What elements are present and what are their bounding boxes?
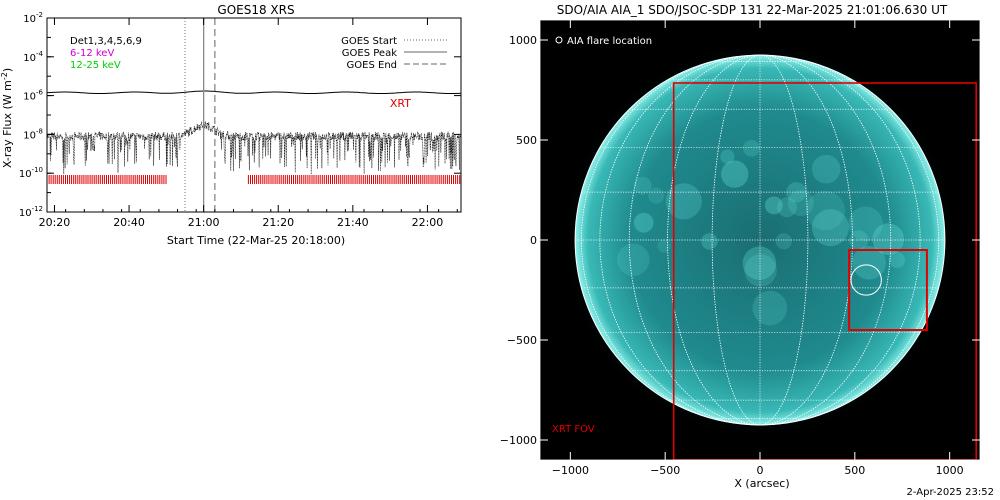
y-tick-label: 0 [530, 234, 537, 247]
footer-timestamp: 2-Apr-2025 23:52 [906, 487, 994, 498]
aia-x-axis-label: X (arcsec) [734, 477, 789, 490]
y-tick-label: −500 [507, 334, 537, 347]
xrt-coverage-label: XRT [390, 97, 411, 110]
active-region [752, 290, 788, 326]
active-region [888, 251, 906, 269]
active-region [811, 154, 841, 184]
active-region [657, 239, 671, 253]
aia-y-tick-labels: −1000 −500 0 500 1000 [500, 34, 537, 447]
active-region [633, 212, 654, 233]
goes-y-axis-label: X-ray Flux (W m-2) [0, 68, 14, 168]
y-tick-label: 10-2 [23, 11, 43, 25]
x-tick-label: 1000 [936, 464, 964, 477]
active-region [742, 246, 777, 280]
active-region [872, 223, 905, 256]
goes-short-channel-line [46, 120, 462, 175]
goes-y-tick-labels: 10-12 10-10 10-8 10-6 10-4 10-2 [19, 11, 461, 219]
active-region [805, 191, 845, 231]
x-tick-label: 500 [844, 464, 865, 477]
goes-chart-title: GOES18 XRS [217, 3, 294, 17]
aia-plot-area [540, 20, 980, 460]
x-tick-label: 21:00 [188, 216, 220, 229]
legend-entry: 12-25 keV [70, 60, 121, 71]
xrt-coverage-segment [247, 175, 461, 184]
goes-xrs-chart: GOES18 XRS 10-12 10-10 10-8 10-6 10-4 10-2 20… [0, 3, 462, 247]
active-region [743, 139, 760, 157]
solar-limb [574, 54, 946, 426]
active-region [648, 187, 665, 204]
y-tick-label: 10-10 [19, 166, 43, 180]
x-tick-label: 22:00 [412, 216, 444, 229]
goes-long-channel-line [46, 90, 462, 94]
y-tick-label: 500 [516, 134, 537, 147]
x-tick-label: 20:40 [113, 216, 145, 229]
xrt-fov-box [672, 82, 978, 460]
active-region [701, 233, 718, 250]
active-region [775, 233, 792, 250]
legend-entry: GOES Start [341, 36, 397, 47]
goes-y-axis-label-close: ) [1, 68, 14, 72]
active-region [786, 182, 807, 203]
x-tick-label: 0 [757, 464, 764, 477]
goes-plot-area [46, 17, 462, 213]
legend-entry: 6-12 keV [70, 48, 114, 59]
y-tick-label: 10-6 [23, 89, 43, 103]
x-tick-label: −500 [650, 464, 680, 477]
y-tick-label: 10-8 [23, 127, 43, 141]
goes-y-axis-label-exponent: -2 [0, 72, 9, 80]
x-tick-label: −1000 [552, 464, 589, 477]
aia-chart-title: SDO/AIA AIA_1 SDO/JSOC-SDP 131 22-Mar-20… [557, 3, 948, 17]
x-tick-label: 21:20 [262, 216, 294, 229]
aia-flare-legend: AIA flare location [555, 36, 652, 47]
legend-entry: Det1,3,4,5,6,9 [70, 36, 142, 47]
xrt-zoom-box [848, 249, 928, 331]
y-tick-label: 10-4 [23, 50, 43, 64]
x-tick-label: 21:40 [337, 216, 369, 229]
y-tick-label: −1000 [500, 434, 537, 447]
aia-flare-legend-label: AIA flare location [567, 36, 652, 47]
xrt-fov-label: XRT FOV [552, 424, 595, 435]
active-region [811, 209, 849, 247]
y-tick-label: 10-12 [19, 205, 43, 219]
aia-axes [539, 19, 981, 461]
flare-location-circle [850, 264, 882, 296]
y-tick-label: 1000 [509, 34, 537, 47]
active-region [633, 176, 652, 195]
active-region [721, 160, 749, 188]
legend-entry: GOES End [347, 60, 397, 71]
active-region [744, 254, 777, 287]
legend-entry: GOES Peak [342, 48, 397, 59]
aia-x-tick-labels: −1000 −500 0 500 1000 [552, 464, 964, 477]
longitude-line [711, 54, 809, 426]
active-region [848, 206, 883, 241]
active-region [764, 196, 783, 215]
goes-y-axis-label-main: X-ray Flux (W m [1, 80, 14, 168]
goes-x-axis-label: Start Time (22-Mar-25 20:18:00) [167, 234, 345, 247]
aia-solar-image: SDO/AIA AIA_1 SDO/JSOC-SDP 131 22-Mar-20… [500, 3, 981, 490]
active-region [776, 197, 797, 218]
active-region [665, 183, 702, 220]
goes-x-tick-labels: 20:20 20:40 21:00 21:20 21:40 22:00 [39, 18, 458, 229]
active-region [720, 149, 735, 164]
active-region [617, 243, 650, 276]
active-region [852, 245, 886, 280]
xrt-coverage-segment [46, 175, 167, 184]
x-tick-label: 20:20 [39, 216, 71, 229]
flare-marker-icon [555, 36, 563, 44]
